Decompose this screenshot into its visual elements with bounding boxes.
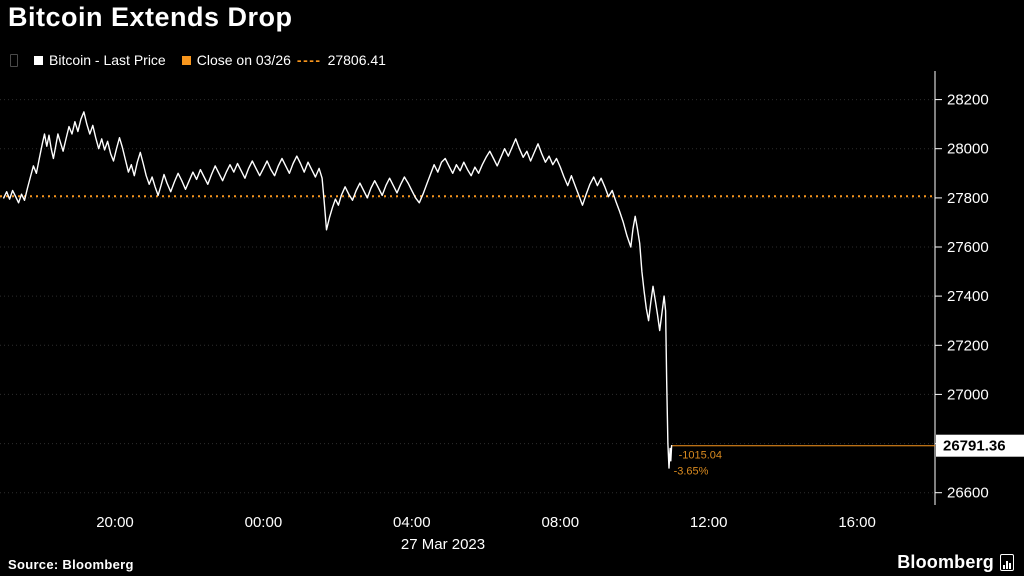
legend-key-icon xyxy=(10,53,18,67)
legend-close-dashes: ---- xyxy=(296,52,322,68)
y-axis-tick-label: 27600 xyxy=(947,239,989,256)
x-axis-tick-label: 20:00 xyxy=(96,514,134,531)
y-axis-tick-label: 26800 xyxy=(947,436,989,453)
y-axis-tick-label: 27000 xyxy=(947,386,989,403)
chart-title: Bitcoin Extends Drop xyxy=(8,2,293,32)
series-swatch-white-icon xyxy=(34,55,43,65)
legend-item-last-price: Bitcoin - Last Price xyxy=(34,52,166,68)
drop-change-label: -1015.04 xyxy=(679,450,722,462)
legend-last-price-label: Bitcoin - Last Price xyxy=(49,52,166,68)
y-axis-tick-label: 27800 xyxy=(947,190,989,207)
bloomberg-logo-text: Bloomberg xyxy=(897,552,994,572)
y-axis-tick-label: 26600 xyxy=(947,485,989,502)
last-price-label: 26791.36 xyxy=(943,438,1006,455)
legend-close-value: 27806.41 xyxy=(327,52,386,68)
y-axis-tick-label: 28200 xyxy=(947,92,989,109)
legend-close-label: Close on 03/26 xyxy=(196,52,291,68)
legend: Bitcoin - Last Price Close on 03/26 ----… xyxy=(10,51,386,69)
x-axis-tick-label: 08:00 xyxy=(542,514,580,531)
drop-change-pct-label: -3.65% xyxy=(674,466,709,478)
x-axis-tick-label: 16:00 xyxy=(838,514,876,531)
last-price-label-box xyxy=(936,434,1024,457)
y-axis-tick-label: 28000 xyxy=(947,141,989,158)
series-swatch-orange-icon xyxy=(181,55,191,65)
y-axis-tick-label: 27200 xyxy=(947,337,989,354)
bloomberg-chart-icon xyxy=(1000,554,1014,571)
source-credit: Source: Bloomberg xyxy=(8,557,134,572)
x-axis-tick-label: 12:00 xyxy=(690,514,728,531)
y-axis-tick-label: 27400 xyxy=(947,288,989,305)
x-axis-tick-label: 04:00 xyxy=(393,514,431,531)
price-line xyxy=(3,111,673,469)
bloomberg-logo: Bloomberg xyxy=(897,552,1014,573)
x-axis-tick-label: 00:00 xyxy=(245,514,283,531)
x-axis-date-label: 27 Mar 2023 xyxy=(401,536,485,553)
legend-item-close: Close on 03/26 ---- 27806.41 xyxy=(181,52,386,68)
